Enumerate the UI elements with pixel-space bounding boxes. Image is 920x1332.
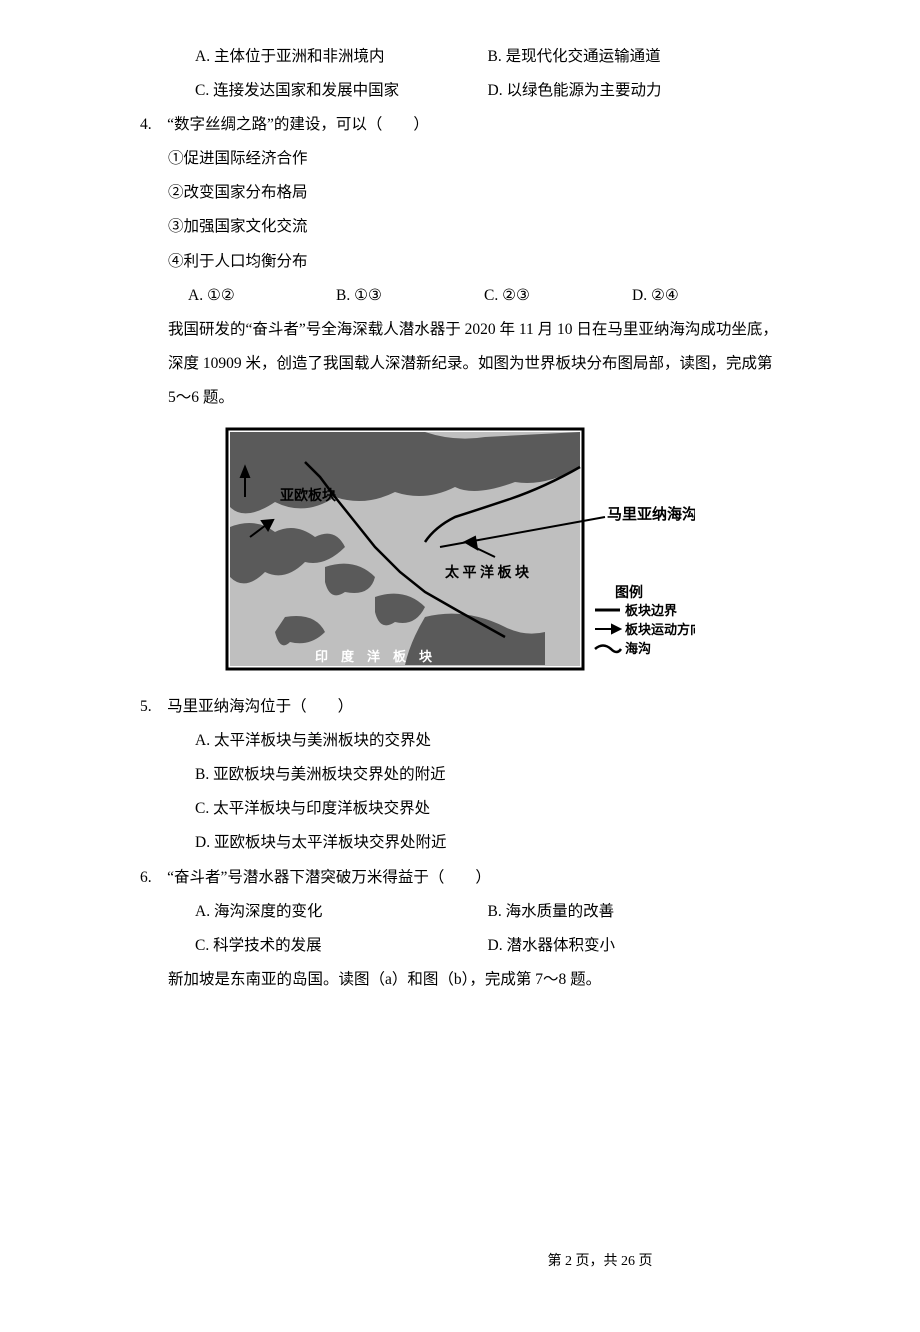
q4-sub3: ③加强国家文化交流 (140, 210, 780, 244)
passage-5-6: 我国研发的“奋斗者”号全海深载人潜水器于 2020 年 11 月 10 日在马里… (140, 313, 780, 415)
map-figure: 亚欧板块 太 平 洋 板 块 印 度 洋 板 块 马里亚纳海沟 图例 板块边界 … (140, 427, 780, 672)
q4-text: “数字丝绸之路”的建设，可以（ ） (167, 116, 429, 133)
q5-text: 马里亚纳海沟位于（ ） (167, 698, 353, 715)
map-svg: 亚欧板块 太 平 洋 板 块 印 度 洋 板 块 马里亚纳海沟 图例 板块边界 … (225, 427, 695, 672)
q5-opt-d[interactable]: D. 亚欧板块与太平洋板块交界处附近 (140, 826, 780, 860)
label-trench: 马里亚纳海沟 (607, 505, 695, 523)
q5-opt-a[interactable]: A. 太平洋板块与美洲板块的交界处 (140, 724, 780, 758)
label-eurasia: 亚欧板块 (280, 487, 337, 504)
legend-title: 图例 (615, 584, 643, 601)
option-d[interactable]: D. 以绿色能源为主要动力 (488, 74, 781, 108)
label-indian: 印 度 洋 板 块 (315, 649, 433, 664)
q6-num: 6. (140, 869, 152, 886)
q4-sub4: ④利于人口均衡分布 (140, 245, 780, 279)
q4-opt-d[interactable]: D. ②④ (632, 279, 780, 313)
q4-opt-a[interactable]: A. ①② (188, 279, 336, 313)
page-footer: 第 2 页，共 26 页 (140, 1247, 920, 1278)
q4-opt-c[interactable]: C. ②③ (484, 279, 632, 313)
legend-3: 海沟 (625, 641, 651, 656)
q6-stem: 6. “奋斗者”号潜水器下潜突破万米得益于（ ） (168, 861, 780, 895)
q4-sub1: ①促进国际经济合作 (140, 142, 780, 176)
q6-opt-d[interactable]: D. 潜水器体积变小 (488, 929, 781, 963)
q5-num: 5. (140, 698, 152, 715)
q6-opt-a[interactable]: A. 海沟深度的变化 (195, 895, 488, 929)
q6-text: “奋斗者”号潜水器下潜突破万米得益于（ ） (167, 869, 491, 886)
q5-stem: 5. 马里亚纳海沟位于（ ） (168, 690, 780, 724)
option-b[interactable]: B. 是现代化交通运输通道 (488, 40, 781, 74)
q4-sub2: ②改变国家分布格局 (140, 176, 780, 210)
label-pacific: 太 平 洋 板 块 (445, 564, 530, 581)
q5-opt-b[interactable]: B. 亚欧板块与美洲板块交界处的附近 (140, 758, 780, 792)
legend-2: 板块运动方向 (625, 622, 695, 637)
q4-num: 4. (140, 116, 152, 133)
option-a[interactable]: A. 主体位于亚洲和非洲境内 (195, 40, 488, 74)
q4-opt-b[interactable]: B. ①③ (336, 279, 484, 313)
q6-opt-c[interactable]: C. 科学技术的发展 (195, 929, 488, 963)
option-c[interactable]: C. 连接发达国家和发展中国家 (195, 74, 488, 108)
q5-opt-c[interactable]: C. 太平洋板块与印度洋板块交界处 (140, 792, 780, 826)
q4-stem: 4. “数字丝绸之路”的建设，可以（ ） (168, 108, 780, 142)
legend-1: 板块边界 (625, 603, 677, 618)
q6-opt-b[interactable]: B. 海水质量的改善 (488, 895, 781, 929)
passage-7-8: 新加坡是东南亚的岛国。读图（a）和图（b），完成第 7～8 题。 (140, 963, 780, 997)
